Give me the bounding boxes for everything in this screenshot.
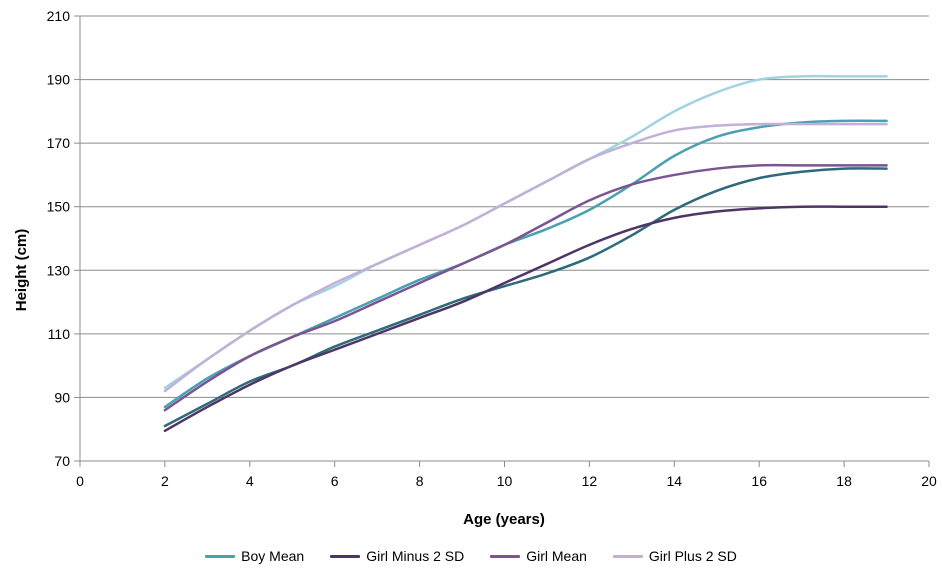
x-tick-label: 2: [161, 473, 169, 489]
series-lines: [163, 74, 888, 433]
x-tick-label: 6: [331, 473, 339, 489]
series-line-girl-minus-2-sd: [163, 205, 888, 433]
y-tick-labels: 70 90 110 130 150 170 190 210: [47, 8, 71, 469]
legend-item: Girl Minus 2 SD: [330, 548, 464, 564]
y-tick-label: 170: [47, 135, 71, 151]
legend-label: Girl Mean: [526, 548, 587, 564]
y-tick-label: 90: [54, 389, 70, 405]
x-axis-title: Age (years): [463, 511, 545, 528]
legend-item: Girl Plus 2 SD: [612, 548, 737, 564]
x-tick-label: 10: [497, 473, 513, 489]
series-line-girl-plus-2-sd: [163, 122, 888, 393]
y-tick-label: 130: [47, 262, 71, 278]
series-line-boy-mean: [163, 119, 888, 409]
x-tick-label: 20: [921, 473, 937, 489]
x-tick-labels: 0 2 4 6 8 10 12 14 16 18 20: [76, 473, 937, 489]
x-tick-label: 8: [416, 473, 424, 489]
legend-label: Boy Mean: [241, 548, 305, 564]
legend-item: Girl Mean: [490, 548, 587, 564]
gridlines: [80, 15, 929, 398]
legend-swatch: [205, 554, 236, 558]
x-tick-label: 4: [246, 473, 254, 489]
y-tick-label: 210: [47, 8, 71, 24]
legend-swatch: [612, 554, 643, 558]
axes: [74, 15, 930, 467]
y-tick-label: 190: [47, 72, 71, 88]
y-tick-label: 150: [47, 199, 71, 215]
legend-swatch: [330, 554, 361, 558]
x-tick-label: 0: [76, 473, 84, 489]
x-tick-label: 14: [667, 473, 683, 489]
x-tick-label: 16: [751, 473, 767, 489]
y-tick-label: 70: [54, 453, 70, 469]
x-tick-label: 12: [582, 473, 598, 489]
x-tick-label: 18: [836, 473, 852, 489]
legend-label: Girl Minus 2 SD: [366, 548, 465, 564]
y-axis-title: Height (cm): [13, 229, 30, 312]
legend-swatch: [490, 554, 521, 558]
legend-label: Girl Plus 2 SD: [648, 548, 737, 564]
legend: Boy Mean Girl Minus 2 SD Girl Mean Girl Plu…: [0, 548, 942, 564]
series-line-girl-mean: [163, 163, 888, 412]
y-tick-label: 110: [48, 326, 71, 342]
legend-item: Boy Mean: [205, 548, 304, 564]
